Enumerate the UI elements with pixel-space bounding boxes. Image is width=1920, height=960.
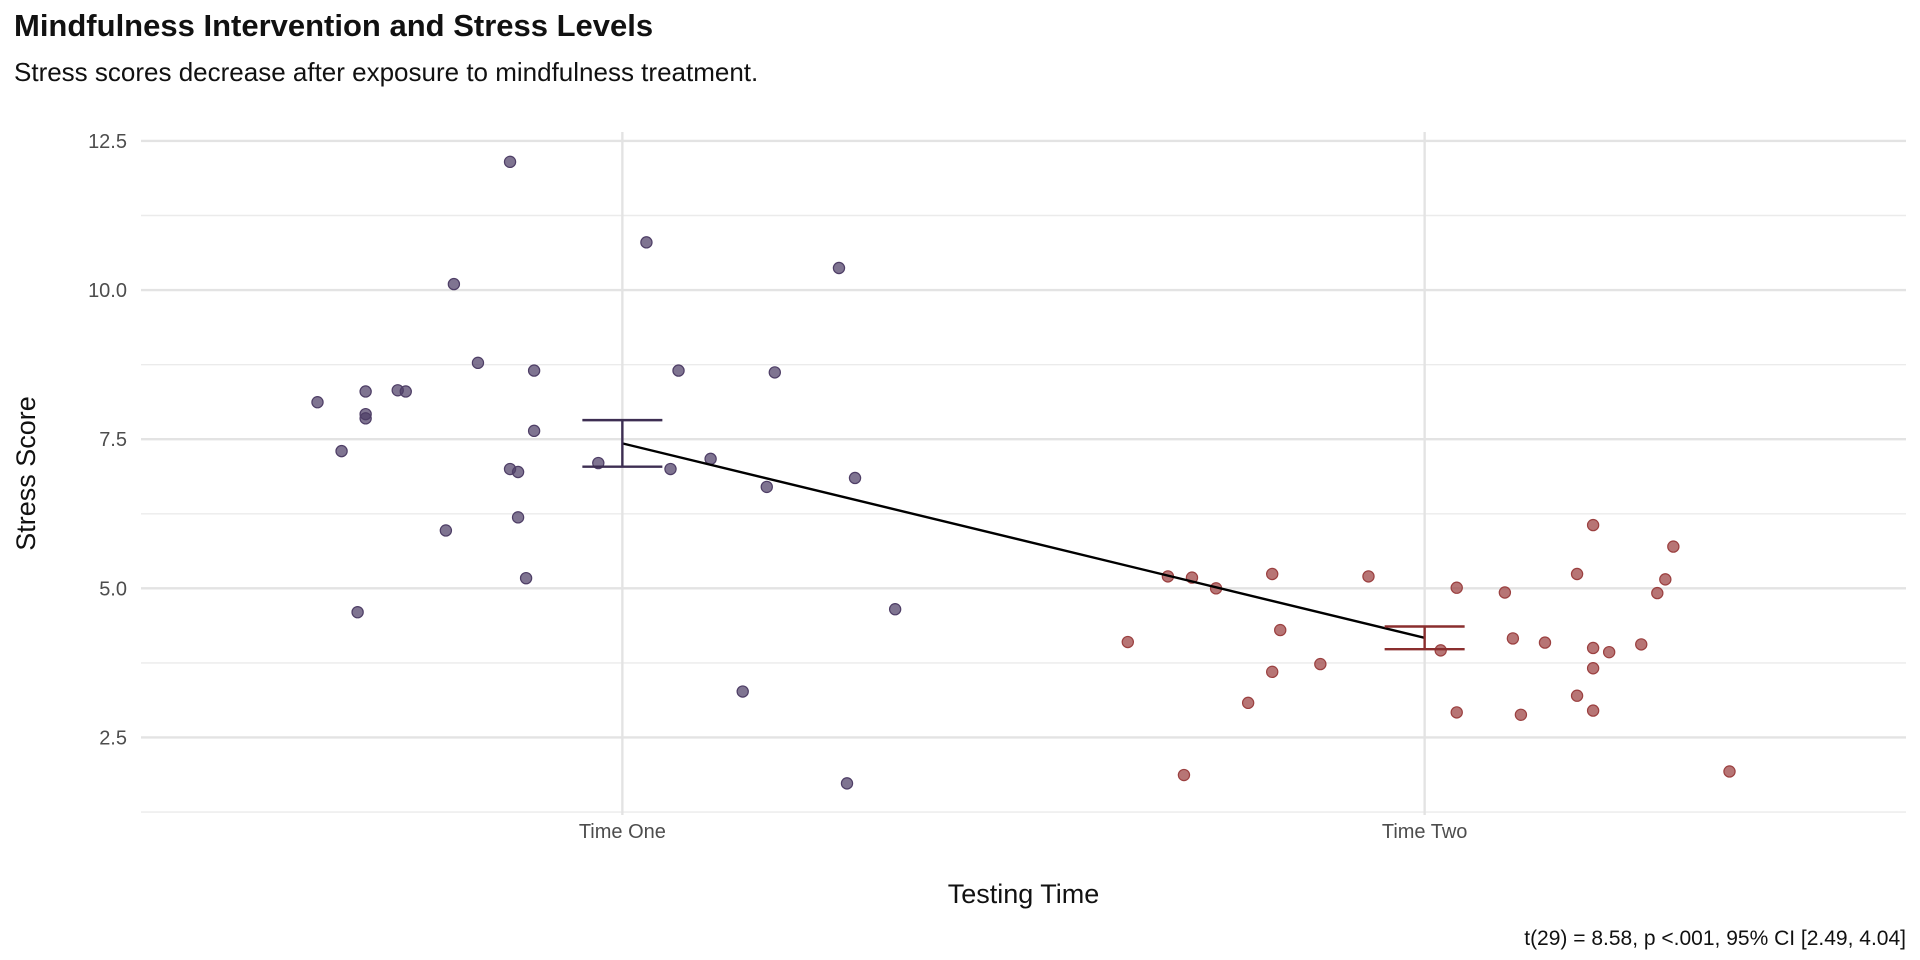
data-point bbox=[672, 364, 685, 377]
data-point bbox=[1659, 573, 1672, 586]
y-tick-label: 12.5 bbox=[88, 131, 127, 153]
data-point bbox=[1274, 623, 1287, 637]
mean-connector-line bbox=[622, 442, 1425, 640]
data-points bbox=[311, 155, 1736, 790]
chart-caption: t(29) = 8.58, p <.001, 95% CI [2.49, 4.0… bbox=[1524, 927, 1906, 950]
data-point bbox=[1570, 689, 1584, 702]
data-point bbox=[1570, 567, 1584, 581]
data-point bbox=[1586, 662, 1600, 675]
data-point bbox=[519, 571, 533, 585]
data-point bbox=[439, 524, 453, 537]
data-point bbox=[1514, 708, 1528, 721]
data-point bbox=[888, 603, 902, 616]
data-point bbox=[1362, 570, 1375, 583]
data-point bbox=[311, 396, 324, 409]
x-tick-label: Time One bbox=[579, 821, 666, 843]
y-tick-label: 2.5 bbox=[99, 727, 127, 749]
chart-title: Mindfulness Intervention and Stress Leve… bbox=[14, 8, 654, 43]
data-point bbox=[399, 385, 412, 398]
data-point bbox=[1498, 586, 1512, 599]
y-axis-title: Stress Score bbox=[11, 396, 41, 551]
data-point bbox=[664, 462, 677, 476]
data-point bbox=[1314, 657, 1327, 671]
data-point bbox=[1667, 540, 1680, 553]
data-point bbox=[760, 480, 773, 494]
data-point bbox=[511, 511, 525, 524]
data-point bbox=[832, 261, 846, 275]
grid-lines bbox=[141, 132, 1906, 815]
data-point bbox=[1450, 581, 1463, 594]
y-tick-label: 7.5 bbox=[99, 429, 127, 451]
x-axis-title: Testing Time bbox=[948, 879, 1100, 909]
tick-labels: 2.5 5.0 7.5 10.0 12.5 Time One Time Two bbox=[88, 131, 1467, 843]
data-point bbox=[848, 471, 862, 485]
data-point bbox=[471, 356, 485, 370]
data-point bbox=[1506, 632, 1520, 645]
data-point bbox=[736, 685, 749, 698]
data-point bbox=[447, 277, 461, 291]
data-point bbox=[1266, 567, 1279, 581]
data-point bbox=[335, 444, 348, 458]
data-point bbox=[527, 424, 541, 438]
data-point bbox=[1121, 635, 1134, 649]
data-point bbox=[511, 465, 525, 479]
data-point bbox=[1177, 768, 1191, 782]
data-point bbox=[1450, 706, 1463, 719]
data-point bbox=[351, 605, 364, 619]
data-point bbox=[503, 155, 517, 169]
data-point bbox=[1538, 636, 1552, 649]
data-point bbox=[1266, 665, 1279, 679]
data-point bbox=[1602, 645, 1616, 659]
data-point bbox=[1723, 765, 1736, 778]
data-point bbox=[1586, 518, 1600, 532]
data-point bbox=[1586, 641, 1600, 655]
data-point bbox=[359, 412, 372, 425]
x-tick-label: Time Two bbox=[1382, 821, 1468, 843]
data-point bbox=[527, 364, 541, 377]
data-point bbox=[840, 777, 854, 790]
data-point bbox=[359, 385, 372, 398]
data-point bbox=[1241, 696, 1255, 710]
data-point bbox=[1635, 638, 1648, 651]
data-point bbox=[1586, 704, 1600, 717]
y-tick-label: 10.0 bbox=[88, 280, 127, 302]
data-point bbox=[768, 366, 781, 379]
y-tick-label: 5.0 bbox=[99, 578, 127, 600]
mean-summary bbox=[582, 418, 1465, 651]
data-point bbox=[640, 236, 653, 249]
chart-subtitle: Stress scores decrease after exposure to… bbox=[14, 57, 759, 87]
data-point bbox=[1651, 586, 1664, 600]
